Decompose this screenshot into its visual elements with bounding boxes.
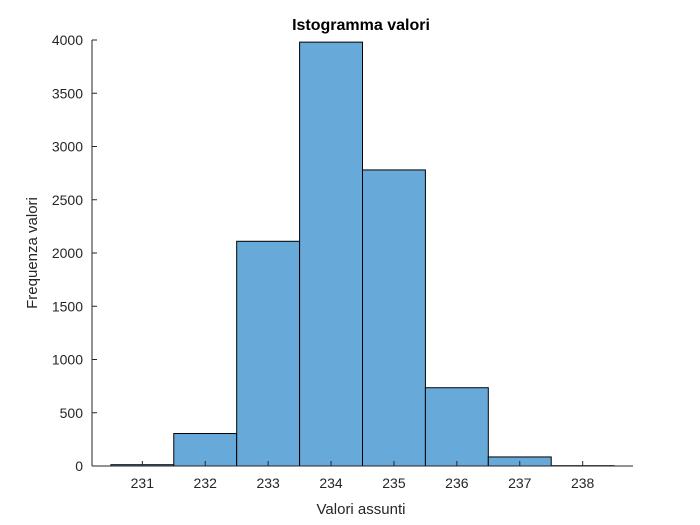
x-tick-label: 237 — [508, 475, 532, 491]
y-axis-label: Frequenza valori — [24, 197, 41, 309]
y-tick-label: 2500 — [52, 192, 83, 208]
histogram-bar — [299, 41, 363, 467]
y-tick-label: 4000 — [52, 32, 83, 48]
x-ticks-group: 231 232 233 234 235 236 237 238 — [131, 461, 595, 491]
y-ticks-group: 0 500 1000 1500 2000 2500 3000 3500 4000 — [52, 32, 97, 474]
x-tick-label: 238 — [571, 475, 595, 491]
x-tick-label: 235 — [382, 475, 406, 491]
histogram-bar — [362, 169, 426, 467]
y-tick-label: 2000 — [52, 245, 83, 261]
y-tick-label: 1000 — [52, 352, 83, 368]
x-tick-label: 236 — [445, 475, 469, 491]
x-tick-label: 233 — [256, 475, 280, 491]
y-tick-label: 1500 — [52, 298, 83, 314]
x-tick-label: 231 — [131, 475, 155, 491]
y-tick-label: 0 — [75, 458, 83, 474]
bars-group — [110, 41, 615, 467]
y-tick-label: 3000 — [52, 139, 83, 155]
chart-title: Istogramma valori — [292, 17, 430, 34]
histogram-bar — [236, 240, 301, 467]
x-tick-label: 234 — [319, 475, 343, 491]
y-tick-label: 500 — [60, 405, 84, 421]
x-tick-label: 232 — [194, 475, 218, 491]
x-axis-label: Valori assunti — [317, 501, 406, 518]
histogram-bar — [424, 387, 489, 467]
y-tick-label: 3500 — [52, 85, 83, 101]
